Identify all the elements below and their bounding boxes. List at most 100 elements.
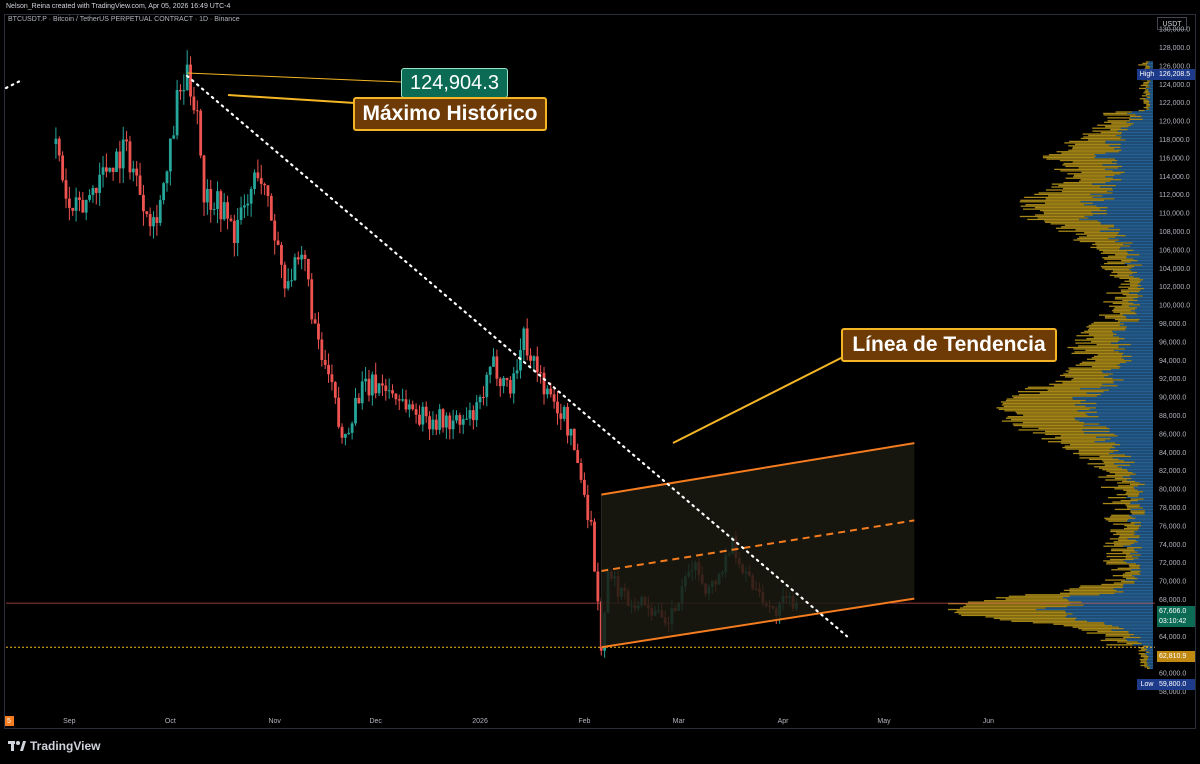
candle-body xyxy=(397,399,401,401)
volume-bar xyxy=(1110,438,1153,440)
volume-bar xyxy=(1100,252,1129,254)
volume-bar xyxy=(1135,114,1153,116)
volume-bar xyxy=(1150,103,1153,106)
candle-body xyxy=(192,96,196,111)
candle-body xyxy=(515,370,519,374)
volume-bar xyxy=(1025,594,1100,596)
volume-bar xyxy=(1064,224,1115,226)
volume-bar xyxy=(1139,282,1153,284)
volume-bar xyxy=(1132,644,1153,646)
volume-bar xyxy=(1143,81,1150,84)
volume-bar xyxy=(1093,336,1120,338)
volume-bar xyxy=(1102,251,1127,253)
volume-bar xyxy=(1027,386,1101,388)
volume-bar xyxy=(1075,619,1153,621)
volume-bar xyxy=(1105,519,1129,521)
volume-bar xyxy=(1130,522,1141,524)
volume-bar xyxy=(1001,420,1080,422)
volume-bar xyxy=(1047,389,1110,391)
volume-bar xyxy=(1133,542,1153,544)
high-value: 126,208.5 xyxy=(1157,69,1195,80)
volume-bar xyxy=(1121,357,1153,359)
volume-bar xyxy=(1148,90,1153,93)
ath-price-callout[interactable]: 124,904.3 xyxy=(401,68,508,98)
currency-button[interactable]: USDT xyxy=(1157,17,1187,30)
volume-bar xyxy=(1071,352,1124,355)
volume-bar xyxy=(1114,508,1131,511)
candle-body xyxy=(115,151,118,173)
volume-bar xyxy=(1122,576,1136,578)
candle-body xyxy=(458,415,462,425)
volume-bar xyxy=(958,613,1073,615)
volume-bar xyxy=(1097,411,1153,413)
volume-bar xyxy=(1143,99,1149,101)
y-tick-label: 108,000.0 xyxy=(1159,229,1190,236)
candle-body xyxy=(508,380,512,394)
volume-bar xyxy=(1114,318,1140,321)
ath-price-pointer xyxy=(187,72,402,83)
volume-bar xyxy=(1069,595,1153,597)
candle-body xyxy=(451,420,455,430)
volume-bar xyxy=(1138,653,1146,655)
volume-bar xyxy=(1133,276,1153,278)
candle-body xyxy=(377,383,381,394)
volume-bar xyxy=(1099,594,1153,596)
volume-bar xyxy=(1092,202,1153,204)
y-tick-label: 70,000.0 xyxy=(1159,579,1186,586)
volume-bar xyxy=(1122,586,1153,589)
ath-label-callout[interactable]: Máximo Histórico xyxy=(353,97,547,131)
volume-bar xyxy=(1117,466,1153,468)
candle-body xyxy=(593,521,596,572)
volume-bar xyxy=(1027,218,1080,221)
volume-bar xyxy=(1100,208,1153,210)
volume-bar xyxy=(1082,133,1122,135)
volume-bar xyxy=(1086,234,1126,237)
volume-bar xyxy=(1105,479,1128,481)
volume-bar xyxy=(1105,176,1153,178)
volume-bar xyxy=(1129,483,1145,486)
volume-bar xyxy=(1117,130,1153,132)
volume-bar xyxy=(1085,349,1114,352)
volume-bar xyxy=(1089,408,1153,410)
volume-bar xyxy=(1109,274,1130,277)
candle-body xyxy=(98,174,102,193)
candle-body xyxy=(562,406,566,419)
volume-bar xyxy=(1063,181,1106,184)
volume-bar xyxy=(1117,273,1133,275)
y-tick-label: 84,000.0 xyxy=(1159,450,1186,457)
volume-bar xyxy=(1145,98,1153,100)
candle-body xyxy=(401,399,405,401)
candle-body xyxy=(471,410,475,421)
volume-bar xyxy=(1075,229,1120,231)
volume-bar xyxy=(1120,365,1153,368)
volume-bar xyxy=(1139,318,1153,321)
volume-bar xyxy=(1094,466,1118,468)
volume-bar xyxy=(1045,189,1114,191)
volume-bar xyxy=(1110,529,1138,531)
volume-bar xyxy=(1136,312,1153,315)
volume-bar xyxy=(1060,592,1115,594)
volume-bar xyxy=(1114,198,1153,200)
candle-body xyxy=(428,416,431,430)
volume-bar xyxy=(1125,504,1141,506)
volume-bar xyxy=(1146,667,1150,670)
volume-bar xyxy=(1110,558,1134,561)
tradingview-logo[interactable]: TradingView xyxy=(8,739,100,753)
volume-bar xyxy=(1100,230,1153,232)
y-tick-label: 86,000.0 xyxy=(1159,431,1186,438)
trend-label-callout[interactable]: Línea de Tendencia xyxy=(841,328,1057,362)
volume-bar xyxy=(1088,134,1117,137)
y-tick-label: 92,000.0 xyxy=(1159,376,1186,383)
candle-body xyxy=(364,378,368,382)
volume-bar xyxy=(956,610,1066,612)
volume-bar xyxy=(1138,499,1153,502)
volume-bar xyxy=(1100,131,1123,134)
volume-bar xyxy=(1065,616,1153,618)
x-tick-label: Nov xyxy=(268,718,281,725)
y-tick-label: 78,000.0 xyxy=(1159,505,1186,512)
candle-body xyxy=(407,404,411,410)
volume-bar xyxy=(1149,101,1153,103)
volume-bar xyxy=(1073,174,1115,176)
volume-bar xyxy=(1113,332,1153,334)
